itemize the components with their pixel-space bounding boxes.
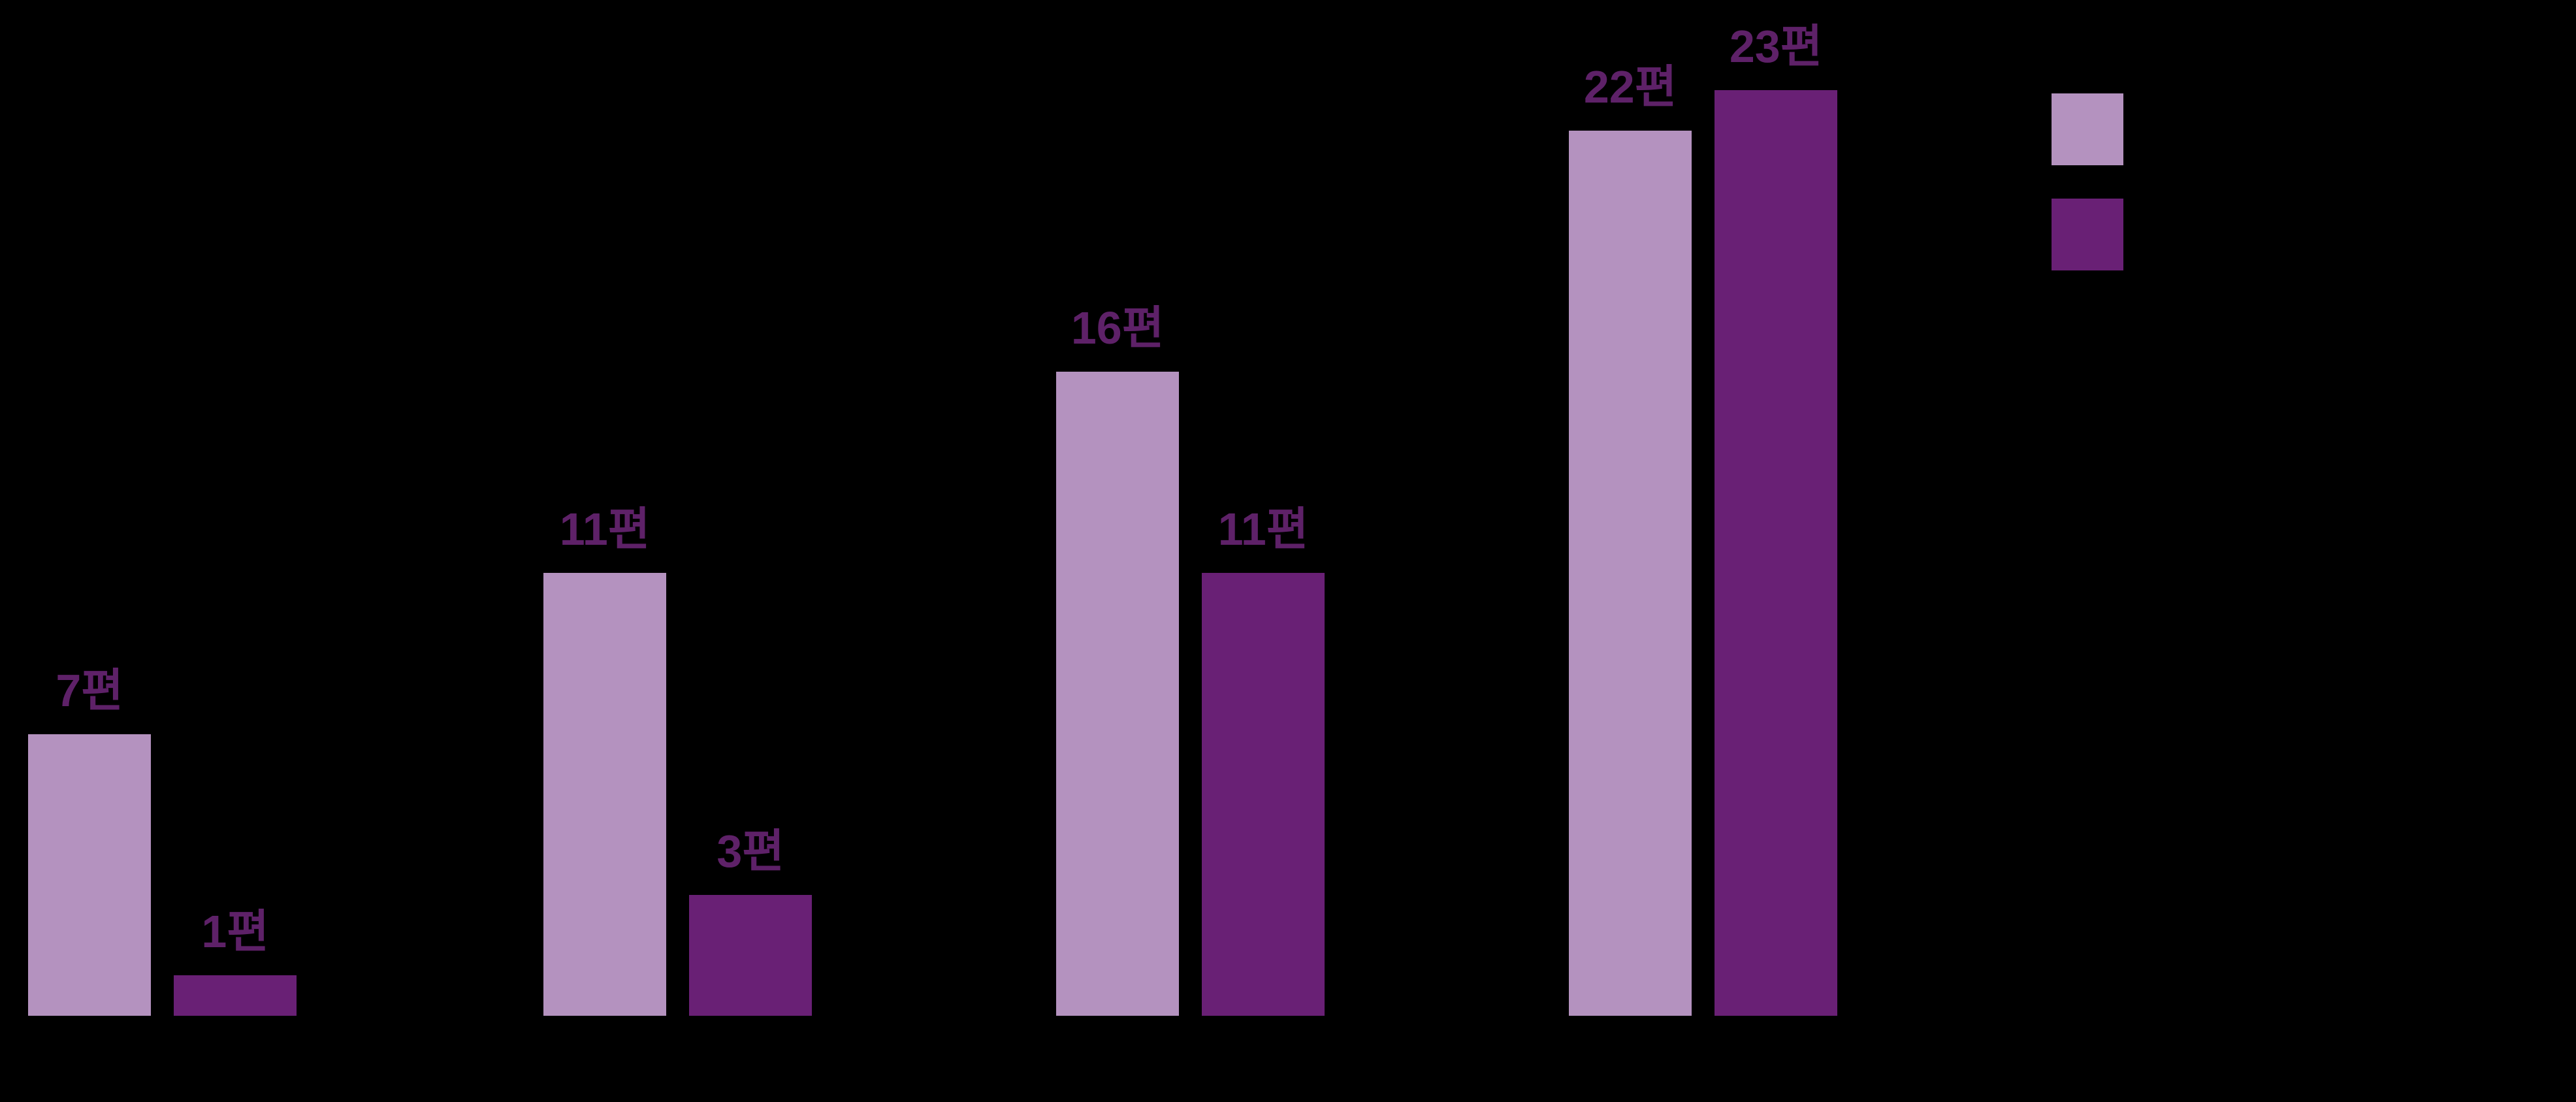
bar-unit-g4-dark: 23편: [1668, 24, 1884, 1016]
bar-value-label: 23편: [1729, 21, 1823, 72]
bar-unit-g2-dark: 3편: [643, 828, 858, 1016]
bar-value-label: 11편: [559, 504, 651, 555]
legend-swatch-series1: [2052, 93, 2123, 165]
bar-unit-g4-light: 22편: [1522, 64, 1738, 1016]
bar-light-g4: [1569, 131, 1692, 1016]
bar-value-label: 16편: [1071, 302, 1165, 353]
bar-value-label: 22편: [1583, 61, 1677, 112]
bar-unit-g1-dark: 1편: [127, 909, 343, 1016]
bar-unit-g2-light: 11편: [497, 506, 713, 1016]
bar-value-label: 7편: [56, 665, 123, 716]
bar-dark-g3: [1202, 573, 1325, 1016]
bar-unit-g3-dark: 11편: [1155, 506, 1371, 1016]
bar-unit-g1-light: 7편: [0, 668, 197, 1016]
bar-value-label: 11편: [1217, 504, 1309, 555]
bar-light-g2: [543, 573, 666, 1016]
bar-dark-g4: [1715, 90, 1837, 1016]
bar-dark-g2: [689, 895, 812, 1016]
legend-swatch-series2: [2052, 199, 2123, 270]
bar-dark-g1: [174, 975, 297, 1016]
bar-light-g1: [28, 734, 151, 1016]
bar-value-label: 3편: [716, 826, 784, 877]
bar-light-g3: [1056, 372, 1179, 1016]
bar-unit-g3-light: 16편: [1010, 305, 1225, 1016]
bar-value-label: 1편: [201, 906, 269, 957]
